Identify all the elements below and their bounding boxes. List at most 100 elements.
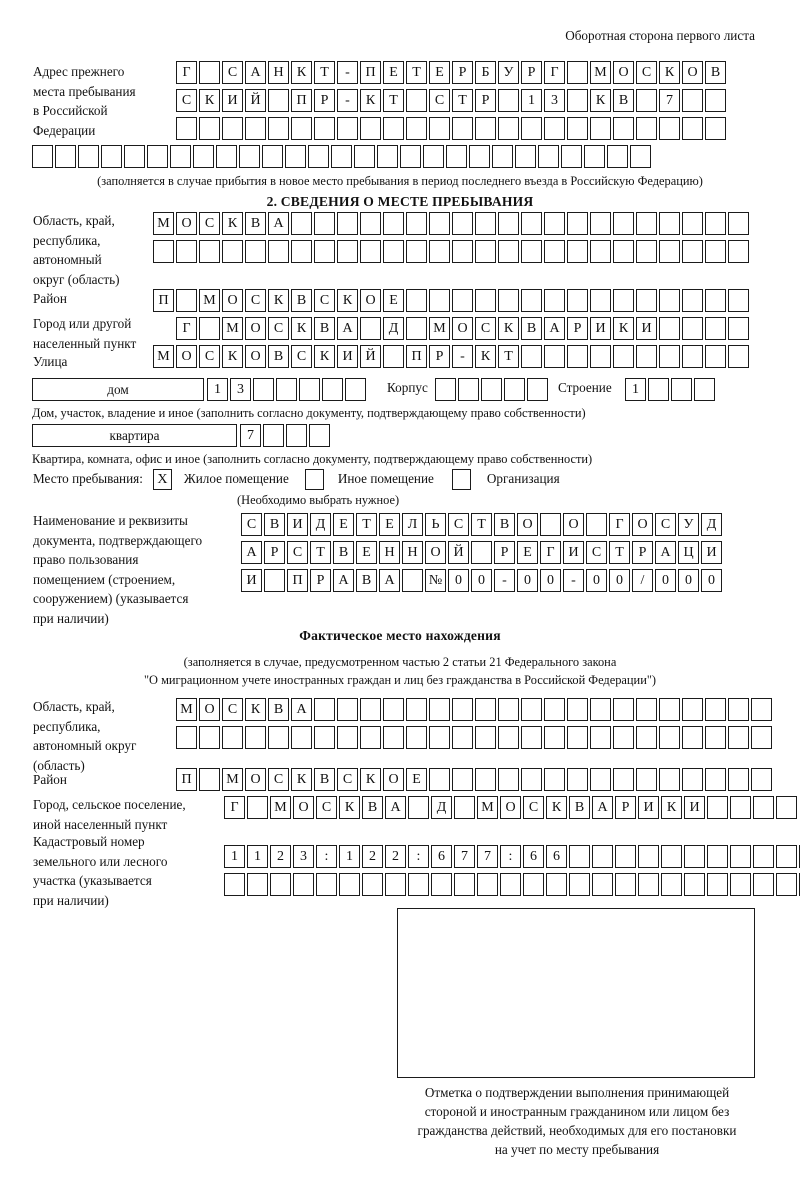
char-cell[interactable] [567,61,588,84]
previous-address-row-4[interactable] [32,145,651,168]
char-cell[interactable] [429,240,450,263]
char-cell[interactable] [262,145,283,168]
char-cell[interactable] [458,378,479,401]
char-cell[interactable]: В [291,289,312,312]
char-cell[interactable]: 1 [521,89,542,112]
char-cell[interactable] [475,726,496,749]
char-cell[interactable] [429,117,450,140]
char-cell[interactable] [492,145,513,168]
char-cell[interactable]: В [613,89,634,112]
char-cell[interactable]: В [268,345,289,368]
char-cell[interactable]: К [222,345,243,368]
char-cell[interactable]: К [337,289,358,312]
char-cell[interactable]: Т [471,513,492,536]
char-cell[interactable]: С [337,768,358,791]
char-cell[interactable] [176,289,197,312]
char-cell[interactable]: Г [609,513,630,536]
char-cell[interactable]: П [406,345,427,368]
char-cell[interactable]: Р [452,61,473,84]
char-cell[interactable] [592,873,613,896]
char-cell[interactable]: С [199,212,220,235]
char-cell[interactable] [429,698,450,721]
char-cell[interactable]: Н [379,541,400,564]
char-cell[interactable] [406,289,427,312]
char-cell[interactable] [751,698,772,721]
char-cell[interactable]: Т [498,345,519,368]
char-cell[interactable]: С [245,289,266,312]
char-cell[interactable]: У [678,513,699,536]
char-cell[interactable]: Д [431,796,452,819]
char-cell[interactable]: 1 [224,845,245,868]
char-cell[interactable]: В [494,513,515,536]
char-cell[interactable] [454,873,475,896]
char-cell[interactable] [659,317,680,340]
char-cell[interactable]: Е [383,289,404,312]
char-cell[interactable] [314,726,335,749]
char-cell[interactable] [521,345,542,368]
char-cell[interactable] [730,796,751,819]
char-cell[interactable] [728,345,749,368]
stay-option-checkbox-1[interactable] [304,469,324,490]
char-cell[interactable] [636,345,657,368]
char-cell[interactable] [500,873,521,896]
cadastral-row-2[interactable] [224,873,800,896]
char-cell[interactable] [705,698,726,721]
char-cell[interactable] [337,240,358,263]
char-cell[interactable] [682,240,703,263]
char-cell[interactable] [776,796,797,819]
char-cell[interactable] [345,378,366,401]
char-cell[interactable] [728,698,749,721]
char-cell[interactable] [648,378,669,401]
char-cell[interactable]: С [448,513,469,536]
char-cell[interactable] [776,873,797,896]
char-cell[interactable]: К [314,345,335,368]
char-cell[interactable] [567,212,588,235]
char-cell[interactable] [291,240,312,263]
char-cell[interactable] [753,845,774,868]
char-cell[interactable] [567,289,588,312]
char-cell[interactable] [682,289,703,312]
char-cell[interactable]: 0 [701,569,722,592]
char-cell[interactable] [615,845,636,868]
char-cell[interactable]: Т [356,513,377,536]
char-cell[interactable] [544,212,565,235]
char-cell[interactable] [309,424,330,447]
char-cell[interactable]: С [222,61,243,84]
char-cell[interactable]: П [287,569,308,592]
char-cell[interactable] [684,845,705,868]
char-cell[interactable]: К [659,61,680,84]
char-cell[interactable] [308,145,329,168]
char-cell[interactable] [590,698,611,721]
char-cell[interactable] [590,212,611,235]
char-cell[interactable]: М [270,796,291,819]
char-cell[interactable] [431,873,452,896]
char-cell[interactable] [429,726,450,749]
char-cell[interactable] [475,698,496,721]
char-cell[interactable] [544,726,565,749]
char-cell[interactable] [429,212,450,235]
char-cell[interactable]: Е [356,541,377,564]
char-cell[interactable]: : [316,845,337,868]
char-cell[interactable] [630,145,651,168]
char-cell[interactable] [469,145,490,168]
char-cell[interactable]: В [268,698,289,721]
char-cell[interactable]: О [222,289,243,312]
document-details-row-3[interactable]: И П Р А В А № 0 0-0 0-0 0/0 0 0 [241,569,722,592]
char-cell[interactable]: Р [310,569,331,592]
char-cell[interactable] [671,378,692,401]
stay-option-checkbox-2[interactable] [451,469,471,490]
char-cell[interactable]: С [655,513,676,536]
char-cell[interactable] [498,768,519,791]
char-cell[interactable]: О [682,61,703,84]
previous-address-row-3[interactable] [176,117,726,140]
char-cell[interactable] [247,873,268,896]
char-cell[interactable]: П [176,768,197,791]
char-cell[interactable]: С [586,541,607,564]
char-cell[interactable] [239,145,260,168]
char-cell[interactable]: Р [475,89,496,112]
char-cell[interactable] [590,240,611,263]
